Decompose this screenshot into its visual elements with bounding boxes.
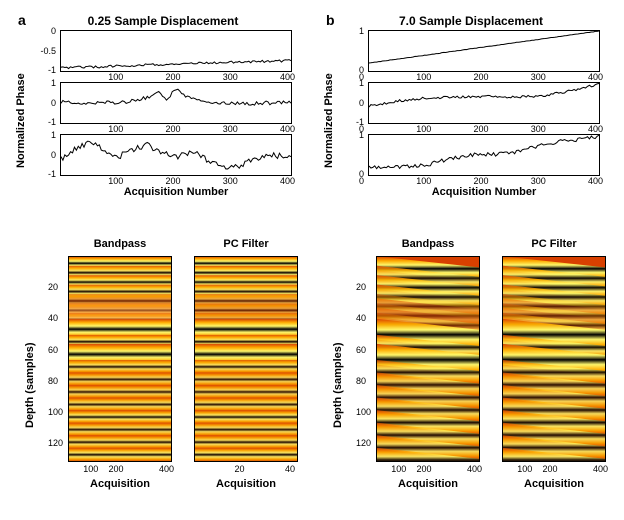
- panel-title: 0.25 Sample Displacement: [18, 14, 308, 28]
- figure-root: a0.25 Sample DisplacementNormalized Phas…: [12, 12, 612, 508]
- x-tick: 400: [588, 176, 603, 186]
- acq-tick: 40: [285, 464, 295, 474]
- acq-tick: 200: [109, 464, 124, 474]
- line-chart: 10-10100200300400: [368, 82, 600, 124]
- line-chart-stack: 10010020030040010-1010020030040010010020…: [368, 30, 600, 198]
- y-tick: 1: [359, 26, 364, 36]
- line-chart-stack: 0-0.5-1100200300400 10-1100200300400 10-11…: [60, 30, 292, 198]
- x-tick: 100: [416, 124, 431, 134]
- depth-tick: 100: [356, 407, 371, 417]
- panel-title: 7.0 Sample Displacement: [326, 14, 616, 28]
- heatmap-pair: Depth (samples) Bandpass 20 40 60 80 100 120 100…: [18, 238, 308, 508]
- acq-tick: 100: [83, 464, 98, 474]
- acq-tick: 100: [517, 464, 532, 474]
- x-tick: 400: [588, 72, 603, 82]
- heatmap: [376, 256, 480, 462]
- x-tick: 200: [474, 124, 489, 134]
- x-tick: 100: [416, 72, 431, 82]
- line-chart: 100100200300400: [368, 30, 600, 72]
- y-tick: 0: [51, 98, 56, 108]
- heatmap: [194, 256, 298, 462]
- x-tick: 200: [166, 176, 181, 186]
- x-tick: 400: [280, 72, 295, 82]
- acq-tick: 100: [391, 464, 406, 474]
- acq-axis-label: Acquisition: [376, 478, 480, 490]
- y-tick: 0: [51, 26, 56, 36]
- y-tick: 1: [51, 78, 56, 88]
- acq-axis-label: Acquisition: [502, 478, 606, 490]
- x-tick: 100: [416, 176, 431, 186]
- depth-axis-label: Depth (samples): [332, 342, 344, 428]
- x-tick: 300: [223, 72, 238, 82]
- heatmap-title: PC Filter: [502, 238, 606, 250]
- x-tick: 100: [108, 124, 123, 134]
- x-tick: 400: [588, 124, 603, 134]
- depth-tick: 120: [48, 438, 63, 448]
- y-tick: 1: [51, 130, 56, 140]
- y-tick: 0: [51, 150, 56, 160]
- acq-tick: 400: [467, 464, 482, 474]
- depth-tick: 40: [356, 313, 366, 323]
- y-tick: -0.5: [40, 46, 56, 56]
- x-tick: 400: [280, 176, 295, 186]
- line-chart: 0-0.5-1100200300400: [60, 30, 292, 72]
- line-chart: 10-1100200300400: [60, 134, 292, 176]
- x-tick: 200: [166, 124, 181, 134]
- x-tick: 300: [531, 124, 546, 134]
- y-axis-label: Normalized Phase: [323, 73, 335, 168]
- depth-tick: 100: [48, 407, 63, 417]
- x-axis-label: Acquisition Number: [368, 186, 600, 198]
- x-tick: 100: [108, 72, 123, 82]
- x-tick: 200: [166, 72, 181, 82]
- depth-tick: 40: [48, 313, 58, 323]
- depth-tick: 80: [356, 376, 366, 386]
- acq-axis-label: Acquisition: [68, 478, 172, 490]
- depth-tick: 20: [48, 282, 58, 292]
- x-tick: 300: [223, 124, 238, 134]
- acq-tick: 400: [593, 464, 608, 474]
- heatmap: [502, 256, 606, 462]
- x-tick: 0: [359, 176, 364, 186]
- acq-axis-label: Acquisition: [194, 478, 298, 490]
- y-tick: 0: [359, 98, 364, 108]
- depth-tick: 60: [356, 345, 366, 355]
- y-axis-label: Normalized Phase: [15, 73, 27, 168]
- y-tick: 1: [359, 78, 364, 88]
- depth-tick: 60: [48, 345, 58, 355]
- acq-tick: 400: [159, 464, 174, 474]
- depth-tick: 80: [48, 376, 58, 386]
- y-tick: 1: [359, 130, 364, 140]
- acq-tick: 200: [543, 464, 558, 474]
- x-tick: 400: [280, 124, 295, 134]
- y-tick: -1: [48, 169, 56, 179]
- line-chart: 10-1100200300400: [60, 82, 292, 124]
- line-chart: 100100200300400: [368, 134, 600, 176]
- acq-tick: 200: [417, 464, 432, 474]
- x-tick: 200: [474, 72, 489, 82]
- acq-tick: 20: [235, 464, 245, 474]
- heatmap-pair: Depth (samples) Bandpass 20 40 60 80 100 120 100…: [326, 238, 616, 508]
- heatmap-title: Bandpass: [376, 238, 480, 250]
- heatmap-title: Bandpass: [68, 238, 172, 250]
- x-tick: 200: [474, 176, 489, 186]
- x-tick: 300: [531, 176, 546, 186]
- heatmap-title: PC Filter: [194, 238, 298, 250]
- x-tick: 300: [223, 176, 238, 186]
- depth-axis-label: Depth (samples): [24, 342, 36, 428]
- y-tick: -1: [48, 65, 56, 75]
- heatmap: [68, 256, 172, 462]
- y-tick: -1: [48, 117, 56, 127]
- x-tick: 300: [531, 72, 546, 82]
- depth-tick: 120: [356, 438, 371, 448]
- depth-tick: 20: [356, 282, 366, 292]
- x-tick: 100: [108, 176, 123, 186]
- x-axis-label: Acquisition Number: [60, 186, 292, 198]
